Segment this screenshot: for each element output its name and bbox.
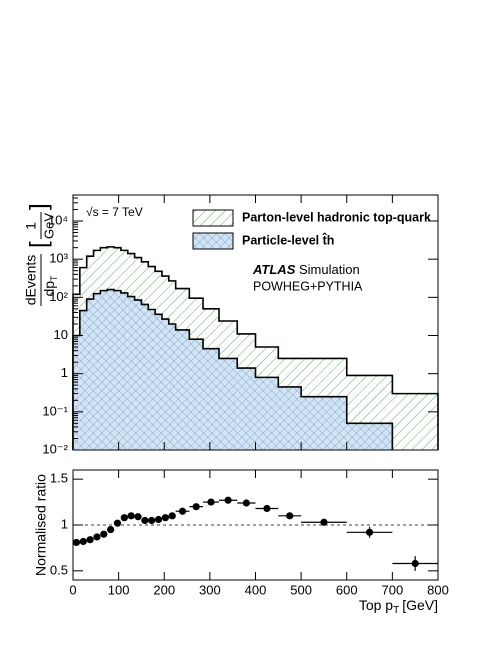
data-point (168, 512, 176, 520)
histogram-bin (155, 314, 162, 450)
y-tick-label: 1 (61, 365, 68, 380)
histogram-bin (114, 290, 121, 450)
data-point (192, 503, 200, 511)
histogram-bin (219, 358, 238, 450)
unit-numerator: 1 (23, 222, 39, 230)
histogram-bin (161, 319, 169, 450)
data-point (148, 516, 156, 525)
dp: dp (41, 281, 57, 297)
histogram-bin (203, 348, 219, 450)
x-tick-label: 800 (427, 582, 449, 597)
data-point (100, 530, 108, 538)
x-label-sub: T (393, 605, 399, 616)
legend-swatch (192, 209, 234, 227)
histogram-bin (189, 339, 204, 450)
histogram-bin (134, 300, 142, 450)
subscript: T (49, 275, 59, 281)
data-point (161, 514, 169, 522)
data-point (242, 499, 250, 507)
y-axis-label: Normalised ratio (33, 474, 49, 576)
data-point (93, 533, 101, 541)
legend-label: Particle-level t̂h (242, 232, 334, 247)
y-tick-label: 10⁴ (48, 212, 68, 227)
data-point (113, 519, 122, 527)
histogram-outline (72, 246, 439, 450)
histogram-bin (255, 377, 279, 450)
unit-denominator: GeV (41, 213, 56, 239)
x-tick-label: 300 (199, 582, 221, 597)
atlas-label: ATLAS Simulation (252, 262, 360, 277)
histogram-bin (278, 386, 302, 450)
y-tick-label: 1 (61, 516, 68, 531)
x-tick-label: 100 (108, 582, 130, 597)
x-tick-label: 600 (336, 582, 358, 597)
y-label-numerator: dEvents (23, 255, 39, 306)
data-point (207, 498, 215, 506)
data-point (120, 514, 128, 522)
data-point (286, 512, 294, 520)
histogram-bin (73, 335, 80, 450)
legend-swatch (192, 232, 234, 250)
histogram-bin (175, 329, 190, 450)
histogram-bin (148, 309, 156, 450)
data-point (134, 513, 142, 521)
histogram-bin (392, 393, 438, 450)
x-tick-label: 500 (290, 582, 312, 597)
y-tick-label: 10³ (49, 251, 68, 266)
data-point (411, 559, 419, 568)
data-point (224, 496, 232, 504)
y-tick-label: 10 (54, 327, 68, 342)
y-tick-label: 1.5 (50, 471, 68, 486)
generator: POWHEG+PYTHIA (253, 279, 363, 293)
x-label-main: Top p (359, 597, 393, 613)
legend-label: Parton-level hadronic top-quark (242, 210, 431, 224)
data-point (86, 536, 94, 544)
annotation: √s = 7 TeV (86, 205, 143, 219)
histogram-bin (301, 396, 347, 450)
y-axis-label: dEvents dpT [1 GeV] (23, 203, 60, 306)
x-tick-label: 400 (245, 582, 267, 597)
histogram-bin (107, 289, 115, 450)
histogram-bin (120, 292, 128, 450)
histogram-bin (100, 290, 108, 450)
histogram-outline (72, 288, 394, 450)
histogram-bin (141, 304, 149, 450)
bracket: [ (25, 241, 52, 248)
data-point (107, 525, 115, 534)
data-point (178, 507, 187, 515)
y-tick-label: 10⁻¹ (42, 403, 68, 418)
x-label-unit: [GeV] (402, 597, 438, 613)
data-point (263, 504, 271, 513)
histogram-bin (127, 296, 135, 450)
y-tick-label: 0.5 (50, 562, 68, 577)
data-point (72, 538, 81, 547)
x-axis-label: Top pT [GeV] (359, 597, 438, 616)
atlas-suffix: Simulation (299, 262, 360, 277)
x-tick-label: 0 (69, 582, 76, 597)
histogram-bin (168, 324, 176, 450)
bracket: ] (25, 203, 52, 210)
data-point (154, 515, 163, 524)
y-tick-label: 10⁻² (42, 441, 68, 456)
y-label-denominator: dpT (41, 275, 60, 297)
x-tick-label: 700 (382, 582, 404, 597)
y-tick-label: 10² (49, 289, 68, 304)
data-point (127, 512, 135, 520)
histogram-bin (86, 299, 94, 450)
data-point (141, 516, 149, 525)
data-point (320, 518, 328, 526)
atlas-word: ATLAS (252, 262, 296, 277)
frame (72, 469, 439, 581)
histogram-bin (237, 368, 256, 450)
histogram-bin (79, 310, 87, 450)
frame (72, 194, 439, 451)
data-point (79, 537, 87, 546)
x-tick-label: 200 (153, 582, 175, 597)
histogram-bin (346, 423, 393, 450)
data-point (365, 528, 374, 536)
histogram-bin (93, 293, 101, 450)
